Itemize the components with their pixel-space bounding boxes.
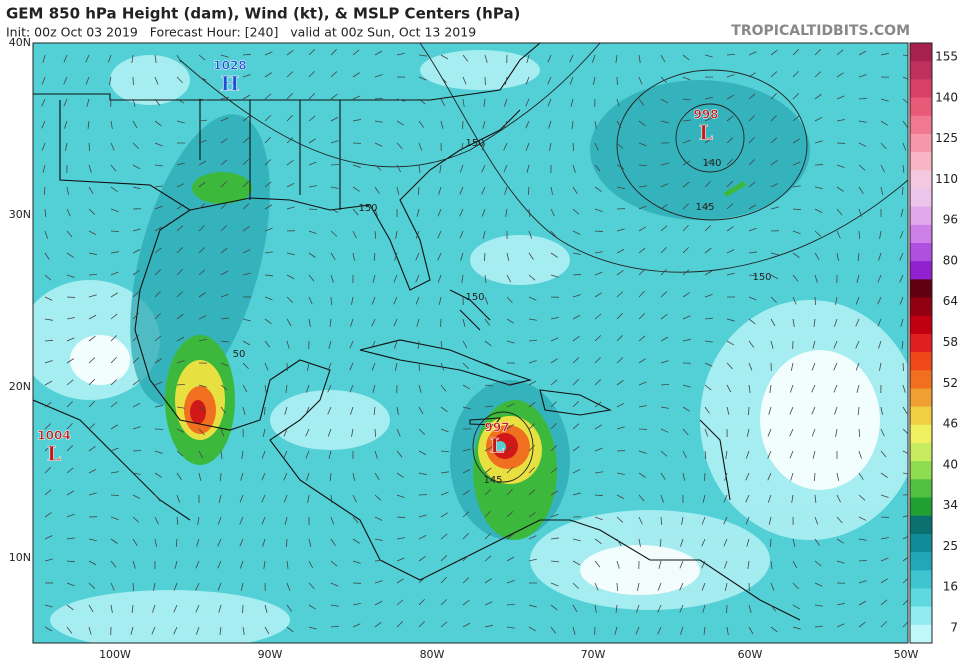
lon-label: 60W — [738, 648, 763, 661]
colorbar-band — [910, 116, 932, 135]
colorbar-band — [910, 261, 932, 280]
contour-label: 150 — [465, 138, 484, 149]
lon-label: 100W — [99, 648, 131, 661]
colorbar-band — [910, 516, 932, 535]
colorbar-band — [910, 334, 932, 353]
colorbar-band — [910, 225, 932, 244]
pressure-value: 1004 — [37, 429, 70, 443]
lon-label: 80W — [420, 648, 445, 661]
colorbar-band — [910, 243, 932, 262]
colorbar-band — [910, 134, 932, 153]
colorbar-label: 58 — [943, 335, 958, 349]
pressure-value: 1028 — [213, 59, 246, 73]
lat-label: 30N — [9, 208, 31, 221]
subtitle: Init: 00z Oct 03 2019 Forecast Hour: [24… — [6, 25, 476, 40]
pressure-value: 997 — [484, 421, 509, 435]
colorbar-band — [910, 352, 932, 371]
colorbar-band — [910, 498, 932, 517]
pressure-letter: L — [490, 434, 504, 458]
colorbar-label: 96 — [943, 213, 958, 227]
pressure-value: 998 — [693, 108, 718, 122]
watermark: TROPICALTIDBITS.COM — [731, 23, 910, 39]
colorbar-label: 25 — [943, 539, 958, 553]
colorbar-band — [910, 152, 932, 171]
colorbar-band — [910, 570, 932, 589]
title: GEM 850 hPa Height (dam), Wind (kt), & M… — [6, 5, 520, 23]
colorbar-band — [910, 170, 932, 189]
colorbar-label: 7 — [950, 621, 958, 635]
colorbar-band — [910, 207, 932, 226]
colorbar-band — [910, 534, 932, 553]
colorbar-label: 52 — [943, 376, 958, 390]
lon-label: 90W — [258, 648, 283, 661]
colorbar-band — [910, 43, 932, 62]
contour-label: 150 — [752, 272, 771, 283]
colorbar-label: 34 — [943, 498, 958, 512]
colorbar-label: 140 — [935, 90, 958, 104]
lon-label: 70W — [581, 648, 606, 661]
colorbar-band — [910, 79, 932, 98]
colorbar-band — [910, 461, 932, 480]
colorbar-band — [910, 425, 932, 444]
contour-label: 50 — [233, 349, 246, 360]
colorbar-band — [910, 479, 932, 498]
contour-label: 150 — [465, 292, 484, 303]
lat-label: 20N — [9, 380, 31, 393]
colorbar-label: 64 — [943, 294, 958, 308]
colorbar-band — [910, 607, 932, 626]
colorbar-band — [910, 407, 932, 426]
colorbar-band — [910, 61, 932, 80]
colorbar-band — [910, 388, 932, 407]
colorbar-label: 80 — [943, 253, 958, 267]
pressure-letter: L — [47, 442, 61, 466]
colorbar-label: 125 — [935, 131, 958, 145]
colorbar-band — [910, 370, 932, 389]
contour-label: 145 — [695, 202, 714, 213]
colorbar-band — [910, 552, 932, 571]
colorbar-band — [910, 625, 932, 644]
colorbar-band — [910, 279, 932, 298]
colorbar-label: 155 — [935, 50, 958, 64]
colorbar-label: 110 — [935, 172, 958, 186]
colorbar-band — [910, 588, 932, 607]
lon-label: 50W — [894, 648, 919, 661]
colorbar-band — [910, 298, 932, 317]
colorbar-label: 16 — [943, 580, 958, 594]
colorbar-band — [910, 188, 932, 207]
colorbar-label: 40 — [943, 457, 958, 471]
pressure-letter: H — [221, 72, 240, 96]
lat-label: 10N — [9, 551, 31, 564]
lat-label: 40N — [9, 36, 31, 49]
contour-label: 140 — [702, 158, 721, 169]
contour-label: 150 — [358, 203, 377, 214]
colorbar-label: 46 — [943, 417, 958, 431]
contour-label: 145 — [483, 475, 502, 486]
colorbar-band — [910, 443, 932, 462]
colorbar-band — [910, 98, 932, 117]
pressure-letter: L — [699, 121, 713, 145]
colorbar-band — [910, 316, 932, 335]
